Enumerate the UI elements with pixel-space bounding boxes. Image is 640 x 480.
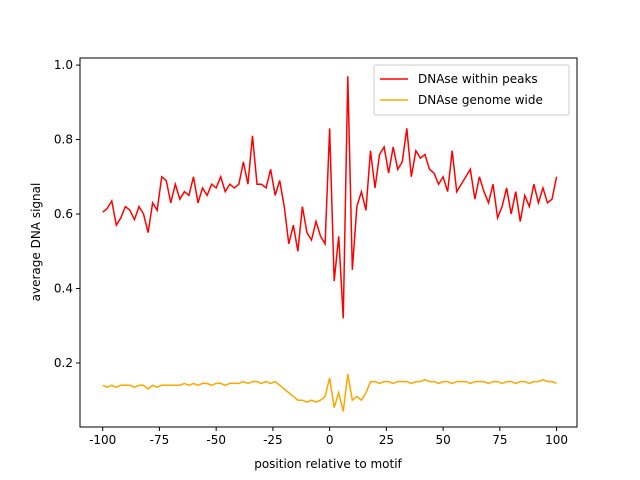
x-tick-label: -100 [89,433,116,447]
axes-frame [79,57,578,428]
y-tick-label: 1.0 [54,58,73,72]
legend-label: DNAse within peaks [418,72,538,86]
y-tick-label: 0.4 [54,281,73,295]
legend: DNAse within peaks DNAse genome wide [373,64,570,116]
line-series [102,373,557,412]
x-tick-label: 100 [545,433,568,447]
x-tick-label: 0 [326,433,334,447]
x-tick-label: -25 [263,433,283,447]
x-tick-label: -75 [150,433,170,447]
x-tick-label: 75 [492,433,507,447]
x-axis-label: position relative to motif [254,457,402,471]
x-tick-label: -50 [206,433,226,447]
y-tick-label: 0.8 [54,133,73,147]
y-tick-label: 0.6 [54,207,73,221]
y-tick-label: 0.2 [54,356,73,370]
line-series [102,76,558,319]
legend-label: DNAse genome wide [418,93,543,107]
legend-box [373,64,570,116]
x-tick-label: 25 [379,433,394,447]
y-axis-label: average DNA signal [29,183,43,302]
x-tick-label: 50 [435,433,450,447]
